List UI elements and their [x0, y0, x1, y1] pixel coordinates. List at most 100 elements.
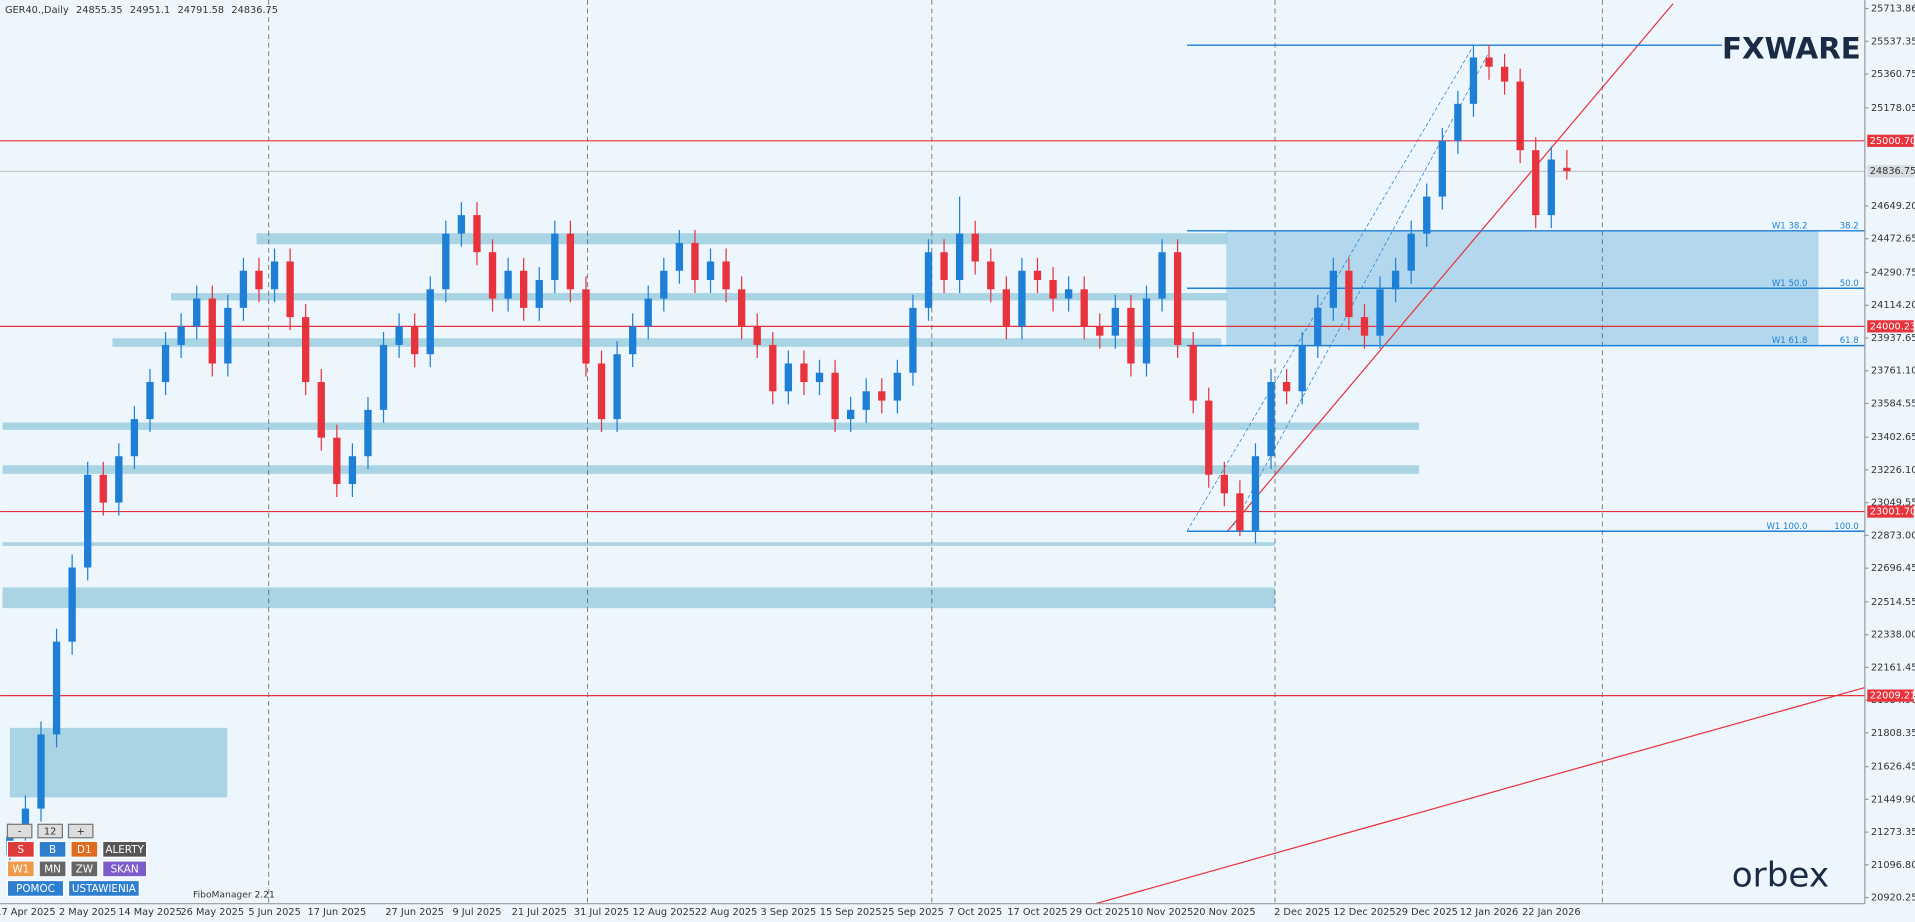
- x-tick-label: 17 Oct 2025: [1007, 907, 1067, 918]
- button-label[interactable]: SKAN: [111, 863, 139, 875]
- candle-body: [286, 261, 294, 318]
- candle-body: [411, 326, 419, 355]
- button-label[interactable]: W1: [12, 863, 29, 875]
- button[interactable]: ZW: [70, 860, 99, 878]
- level-label: 24000.23: [1870, 321, 1915, 332]
- button[interactable]: USTAWIENIA: [67, 879, 140, 897]
- button[interactable]: MN: [38, 860, 67, 878]
- candle-body: [815, 372, 824, 383]
- button[interactable]: SKAN: [102, 860, 148, 878]
- button[interactable]: B: [38, 840, 67, 858]
- control-label[interactable]: -: [18, 827, 22, 838]
- x-tick-label: 12 Aug 2025: [633, 907, 695, 918]
- y-tick-label: 25713.86: [1871, 4, 1915, 15]
- candle-body: [831, 372, 839, 420]
- candle-body: [1064, 289, 1073, 299]
- zone: [2, 587, 1276, 609]
- button-box[interactable]: [38, 860, 67, 878]
- button-label[interactable]: ALERTY: [105, 844, 144, 856]
- button-box[interactable]: [102, 860, 148, 878]
- y-tick-label: 22161.45: [1871, 662, 1915, 673]
- x-tick-label: 15 Sep 2025: [820, 907, 882, 918]
- y-tick-label: 22696.45: [1871, 563, 1915, 574]
- button-label[interactable]: MN: [44, 863, 61, 875]
- button-box[interactable]: [70, 860, 99, 878]
- x-tick-label: 2 Dec 2025: [1274, 907, 1330, 918]
- candle-body: [1360, 317, 1369, 336]
- level-tag: [1867, 320, 1914, 333]
- control-label[interactable]: 12: [44, 827, 56, 838]
- candle-body: [613, 354, 621, 420]
- candle-body: [675, 242, 684, 271]
- candle-body: [878, 391, 886, 401]
- y-tick-label: 20920.25: [1871, 893, 1915, 904]
- button-label[interactable]: POMOC: [16, 883, 55, 895]
- y-tick-label: 24649.20: [1871, 201, 1915, 212]
- candle-body: [1080, 289, 1088, 327]
- candle-body: [893, 372, 902, 401]
- control-box[interactable]: [6, 823, 33, 839]
- y-tick-label: 25178.05: [1871, 103, 1915, 114]
- button-box[interactable]: [38, 840, 67, 858]
- control-box[interactable]: [67, 823, 94, 839]
- candle-body: [193, 298, 201, 327]
- logo: FXWARE: [1722, 32, 1861, 66]
- candle-body: [161, 344, 170, 383]
- candle-body: [862, 391, 870, 410]
- button-box[interactable]: [6, 879, 65, 897]
- header-value: 24791.58: [178, 5, 225, 16]
- candle-body: [1314, 307, 1322, 345]
- candle-body: [1049, 280, 1057, 299]
- control-label[interactable]: +: [77, 827, 85, 838]
- candle-body: [37, 734, 45, 809]
- trendlines: [1095, 3, 1866, 905]
- candle-body: [504, 270, 512, 299]
- button-label[interactable]: D1: [77, 844, 92, 856]
- y-tick-label: 21449.90: [1871, 794, 1915, 805]
- level-tag: [1867, 689, 1914, 702]
- x-tick-label: 26 May 2025: [180, 907, 244, 918]
- candle-body: [1189, 344, 1197, 401]
- button[interactable]: S: [6, 840, 35, 858]
- y-tick-label: 21273.35: [1871, 827, 1915, 838]
- y-tick-label: 23226.10: [1871, 465, 1915, 476]
- header-value: 24836.75: [231, 5, 278, 16]
- y-tick-label: 24472.65: [1871, 234, 1915, 245]
- control[interactable]: -: [6, 823, 33, 839]
- control[interactable]: 12: [37, 823, 63, 839]
- x-tick-label: 31 Jul 2025: [574, 907, 629, 918]
- button-box[interactable]: [6, 860, 35, 878]
- button-box[interactable]: [67, 879, 140, 897]
- level-tag: [1867, 134, 1914, 147]
- candle-body: [1438, 140, 1446, 197]
- x-tick-label: 7 Oct 2025: [948, 907, 1002, 918]
- button[interactable]: ALERTY: [102, 840, 148, 858]
- candle-body: [1142, 298, 1151, 364]
- button-box[interactable]: [70, 840, 99, 858]
- x-tick-label: 5 Jun 2025: [248, 907, 300, 918]
- y-tick-label: 23937.65: [1871, 333, 1915, 344]
- button-label[interactable]: B: [49, 844, 56, 856]
- button-label[interactable]: ZW: [76, 863, 93, 875]
- button-label[interactable]: S: [18, 844, 25, 856]
- button-label[interactable]: USTAWIENIA: [72, 883, 137, 895]
- candle-body: [800, 363, 808, 383]
- button[interactable]: POMOC: [6, 879, 65, 897]
- control-box[interactable]: [37, 823, 63, 839]
- candle-body: [1205, 400, 1213, 475]
- candle-body: [52, 641, 61, 735]
- control[interactable]: +: [67, 823, 94, 839]
- button-box[interactable]: [6, 840, 35, 858]
- candle-body: [488, 252, 497, 299]
- trendline: [1095, 686, 1866, 905]
- button[interactable]: W1: [6, 860, 35, 878]
- y-tick-label: 21096.80: [1871, 860, 1915, 871]
- candle-body: [177, 326, 185, 345]
- button-box[interactable]: [102, 840, 148, 858]
- candle-body: [940, 252, 948, 281]
- candle-body: [520, 270, 528, 308]
- candle-body: [753, 326, 761, 345]
- button[interactable]: D1: [70, 840, 99, 858]
- candle-body: [971, 233, 979, 262]
